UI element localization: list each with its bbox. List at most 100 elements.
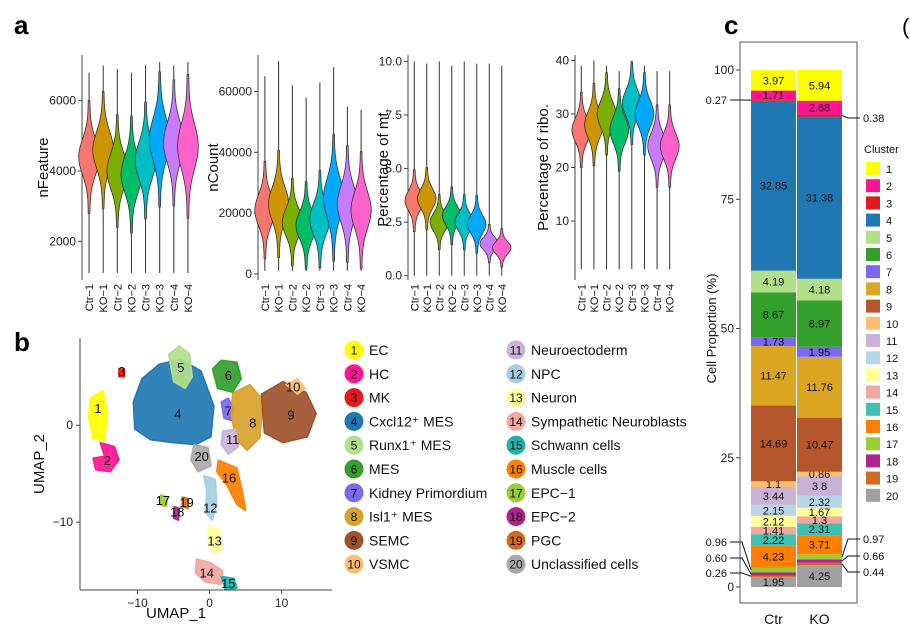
- bar-segment-label: 3.44: [763, 491, 784, 503]
- legend-number: 9: [351, 534, 358, 548]
- violin-x-tick-label: KO−2: [126, 284, 138, 312]
- legend-label: SEMC: [369, 532, 409, 548]
- umap-cluster-label: 13: [207, 534, 221, 549]
- stacked-y-tick-label: 75: [721, 192, 735, 206]
- violin-x-tick-label: Ctr−4: [484, 284, 496, 311]
- panel-letter-a: a: [14, 10, 29, 40]
- stacked-legend-swatch: [866, 282, 880, 296]
- umap-cluster-6: [211, 359, 243, 394]
- legend-swatch: [344, 411, 364, 431]
- bar-segment: [797, 356, 842, 418]
- umap-cluster-11: [220, 428, 240, 456]
- violin-x-tick-label: Ctr−1: [409, 284, 421, 311]
- stacked-legend-label: 5: [886, 233, 892, 245]
- umap-cluster-4: [132, 358, 215, 446]
- bar-segment-label: 0.86: [809, 469, 830, 481]
- bar-segment-label: 1.95: [809, 347, 830, 359]
- bar-segment-label: 31.38: [806, 193, 834, 205]
- legend-item-15: 15 Schwann cells: [506, 435, 621, 455]
- annotation-right: 0.97: [863, 534, 884, 546]
- stacked-legend-label: 20: [886, 491, 898, 503]
- legend-number: 6: [351, 463, 358, 477]
- bar-segment-label: 4.19: [763, 276, 784, 288]
- legend-label: Cxcl12⁺ MES: [369, 413, 453, 429]
- legend-item-4: 4 Cxcl12⁺ MES: [344, 411, 453, 431]
- umap-cluster-16: [216, 459, 247, 512]
- bar-segment: [751, 572, 796, 576]
- violin-body: [466, 195, 487, 254]
- legend-item-13: 13 Neuron: [506, 388, 577, 408]
- annotation-leader: [841, 538, 860, 557]
- bar-segment-label: 3.97: [763, 75, 784, 87]
- panel-letter-b: b: [14, 327, 30, 357]
- violin-body: [92, 91, 115, 209]
- violin-body: [634, 72, 655, 156]
- legend-number: 20: [509, 558, 523, 572]
- legend-swatch: [344, 483, 364, 503]
- bar-segment: [751, 526, 796, 535]
- violin-x-tick-label: KO−4: [356, 284, 368, 312]
- violin-y-tick-label: 20: [556, 161, 570, 175]
- legend-number: 7: [351, 486, 358, 500]
- bar-segment-label: 1.41: [763, 526, 784, 538]
- stacked-legend-swatch: [866, 471, 880, 485]
- annotation-left: 0.96: [706, 537, 727, 549]
- legend-number: 15: [509, 439, 523, 453]
- umap-cluster-5: [167, 345, 194, 390]
- violin-body: [254, 161, 276, 260]
- violin-x-tick-label: KO−4: [183, 284, 195, 312]
- legend-item-5: 5 Runx1⁺ MES: [344, 435, 451, 455]
- bar-segment: [797, 278, 842, 301]
- stacked-legend-swatch: [866, 402, 880, 416]
- violin-x-tick-label: Ctr−1: [260, 284, 272, 311]
- legend-swatch: [344, 340, 364, 360]
- umap-cluster-13: [207, 525, 224, 554]
- annotation-right: 0.38: [863, 113, 884, 125]
- umap-cluster-label: 4: [174, 407, 181, 422]
- bar-segment-label: 32.85: [760, 181, 788, 193]
- umap-x-tick-label: 10: [275, 596, 289, 610]
- legend-number: 18: [509, 510, 523, 524]
- legend-label: HC: [369, 366, 389, 382]
- umap-cluster-label: 6: [225, 368, 232, 383]
- legend-number: 19: [509, 534, 523, 548]
- stacked-legend-swatch: [866, 162, 880, 175]
- umap-cluster-label: 16: [222, 471, 236, 486]
- umap-y-tick-label: 0: [66, 418, 73, 432]
- violin-x-tick-label: KO−2: [447, 284, 459, 312]
- violin-y-axis-title: nCount: [205, 142, 222, 191]
- stacked-y-tick-label: 0: [727, 580, 734, 594]
- umap-y-axis-title: UMAP_2: [31, 434, 48, 494]
- legend-item-3: 3 MK: [344, 388, 391, 408]
- umap-cluster-15: [220, 575, 238, 591]
- bar-segment-label: 5.94: [809, 80, 830, 92]
- umap-cluster-label: 17: [156, 493, 170, 508]
- legend-number: 4: [351, 415, 358, 429]
- legend-number: 13: [509, 391, 523, 405]
- bar-segment-label: 2.22: [763, 535, 784, 547]
- bar-segment: [797, 559, 842, 563]
- bar-segment-label: 2.68: [809, 103, 830, 115]
- legend-swatch: [344, 364, 364, 384]
- annotation-right: 0.66: [863, 551, 884, 563]
- violin-y-axis-title: Percentage of mt.: [375, 108, 392, 226]
- bar-segment: [751, 576, 796, 587]
- bar-segment: [797, 300, 842, 347]
- bar-segment: [797, 495, 842, 508]
- legend-swatch: [506, 483, 526, 503]
- violin-body: [350, 151, 372, 269]
- legend-swatch: [506, 435, 526, 455]
- violin-y-tick-label: 20000: [219, 206, 253, 220]
- umap-cluster-label: 20: [194, 449, 208, 464]
- panel-letter-edge: (: [902, 14, 910, 39]
- legend-swatch: [506, 507, 526, 527]
- stacked-legend-swatch: [866, 385, 880, 399]
- legend-label: EPC−2: [531, 509, 576, 525]
- stacked-legend-label: 19: [886, 474, 898, 486]
- legend-label: MES: [369, 461, 399, 477]
- bar-segment: [751, 100, 796, 271]
- bar-segment: [797, 471, 842, 477]
- violin-body: [584, 83, 604, 167]
- legend-item-9: 9 SEMC: [344, 530, 409, 550]
